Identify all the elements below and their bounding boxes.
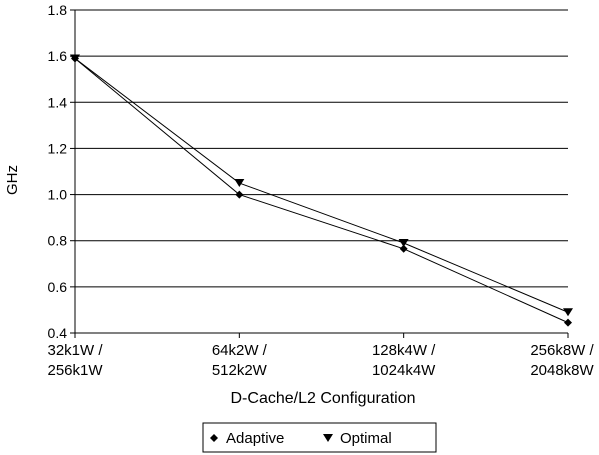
- x-axis-label: D-Cache/L2 Configuration: [231, 390, 416, 407]
- y-tick-label: 0.4: [48, 325, 68, 341]
- y-axis-label: GHz: [4, 165, 21, 195]
- point-optimal: [398, 239, 409, 248]
- legend-items: Adaptive Optimal: [210, 430, 392, 447]
- series-line-adaptive: [74, 58, 569, 324]
- x-tick-label: 256k8W /: [530, 342, 594, 359]
- y-tick-label: 0.8: [48, 233, 68, 249]
- x-tick-label: 2048k8W: [530, 362, 594, 379]
- y-tick-label: 0.6: [48, 279, 68, 295]
- point-optimal: [70, 54, 80, 63]
- legend-box: [202, 422, 437, 453]
- legend-label-adaptive: Adaptive: [226, 430, 284, 447]
- legend-marker-optimal: [323, 434, 333, 442]
- legend: Adaptive Optimal: [202, 422, 437, 453]
- legend-marker-adaptive: [210, 434, 218, 442]
- y-tick-label: 1.6: [48, 48, 68, 64]
- y-tick-label: 1.2: [48, 140, 68, 156]
- series-layer: [70, 54, 573, 327]
- point-adaptive: [235, 190, 244, 199]
- y-tick-label: 1.4: [48, 94, 68, 110]
- point-adaptive: [399, 244, 408, 253]
- point-adaptive: [564, 318, 572, 327]
- x-tick-label: 128k4W /: [372, 342, 436, 359]
- y-tick-label: 1.0: [48, 187, 68, 203]
- point-optimal: [563, 308, 573, 317]
- point-optimal: [234, 179, 245, 188]
- y-tick-label: 1.8: [48, 2, 68, 18]
- x-tick-label: 32k1W /: [47, 342, 103, 359]
- x-tick-label: 64k2W /: [212, 342, 268, 359]
- axis-layer: 0.4 0.6 0.8 1.0 1.2 1.4 1.6 1.8 32k1W / 256k1W 64k…: [47, 2, 594, 379]
- x-tick-label: 512k2W: [212, 362, 268, 379]
- grid-layer: [75, 9, 568, 288]
- legend-label-optimal: Optimal: [340, 430, 392, 447]
- x-tick-label: 1024k4W: [372, 362, 436, 379]
- x-tick-label: 256k1W: [47, 362, 103, 379]
- series-line-optimal: [74, 58, 569, 313]
